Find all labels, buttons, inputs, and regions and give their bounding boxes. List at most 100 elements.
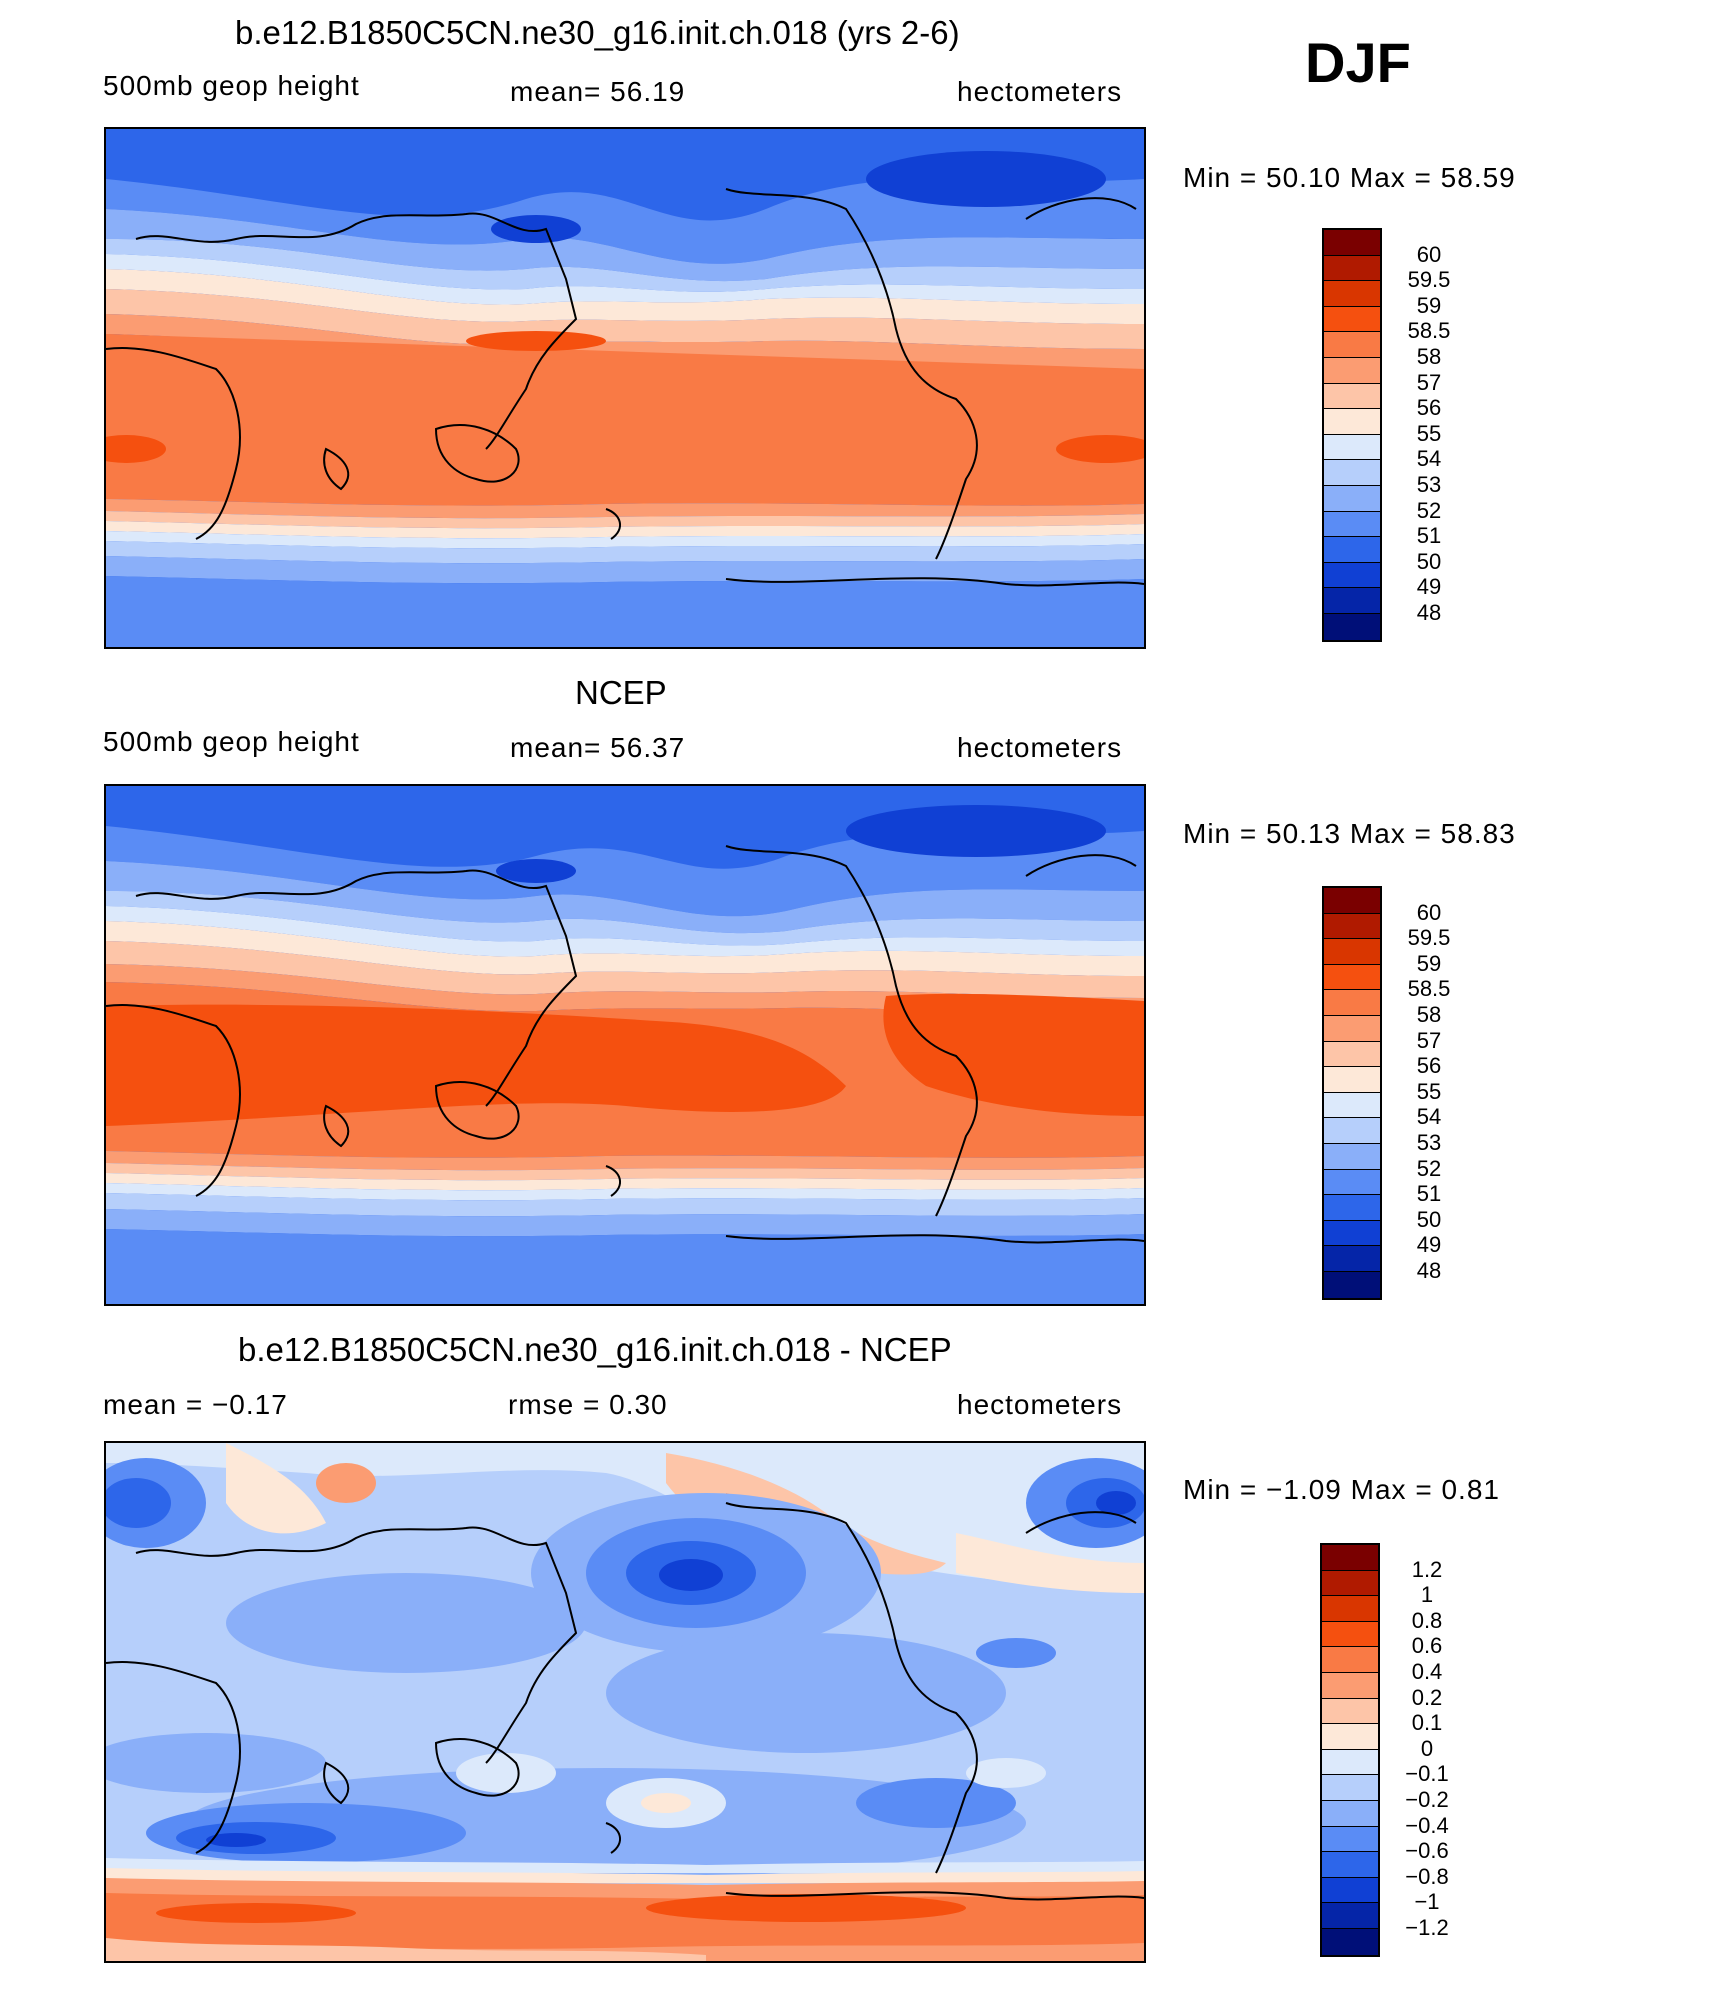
colorbar-swatch: [1322, 1570, 1378, 1597]
colorbar-tick-label: 58: [1416, 344, 1442, 369]
colorbar-swatch: [1324, 1118, 1380, 1144]
colorbar-swatch: [1324, 460, 1380, 486]
colorbar-tick-label: 0: [1420, 1735, 1434, 1761]
colorbar-tick-label: 50: [1416, 548, 1442, 574]
colorbar-swatch: [1324, 1143, 1380, 1170]
colorbar-swatch: [1324, 281, 1380, 307]
colorbar-tick-label: 1.2: [1411, 1556, 1443, 1582]
colorbar-tick-label: 0.1: [1411, 1710, 1443, 1736]
colorbar-tick-label: −0.6: [1405, 1838, 1449, 1864]
panel-3-min-max: Min = −1.09 Max = 0.81: [1183, 1474, 1500, 1505]
colorbar-tick-label: 59.5: [1407, 267, 1451, 293]
colorbar-swatch: [1322, 1800, 1378, 1827]
colorbar-tick-label: 59.5: [1407, 925, 1451, 951]
colorbar-tick-label: 53: [1416, 1130, 1442, 1155]
colorbar-tick-label: 59: [1416, 950, 1442, 976]
colorbar-tick-label: 56: [1416, 395, 1442, 421]
panel-2-map: [104, 784, 1146, 1306]
panel-1-variable-label: 500mb geop height: [103, 70, 360, 101]
colorbar-tick-label: −0.2: [1405, 1787, 1449, 1812]
colorbar-tick-label: 49: [1416, 1232, 1442, 1258]
colorbar-tick-label: 57: [1416, 369, 1442, 395]
colorbar-swatch: [1324, 888, 1380, 914]
colorbar-swatch: [1322, 1903, 1378, 1929]
colorbar-tick-label: 0.6: [1411, 1633, 1443, 1659]
colorbar-swatch: [1322, 1545, 1378, 1571]
colorbar-swatch: [1324, 485, 1380, 512]
colorbar-swatch: [1324, 1067, 1380, 1093]
colorbar-tick-label: 0.2: [1411, 1684, 1443, 1710]
colorbar-tick-label: −0.1: [1405, 1761, 1449, 1787]
colorbar-tick-label: 52: [1416, 1155, 1442, 1181]
colorbar-tick-label: 60: [1416, 241, 1442, 267]
colorbar-swatch: [1322, 1724, 1378, 1750]
colorbar-swatch: [1322, 1647, 1378, 1673]
panel-2-units-label: hectometers: [957, 732, 1123, 763]
panel-3-rmse-label: rmse = 0.30: [508, 1389, 668, 1420]
colorbar-tick-label: 54: [1416, 1104, 1442, 1130]
colorbar-tick-label: −1.2: [1405, 1915, 1449, 1940]
colorbar-swatch: [1322, 1698, 1378, 1725]
colorbar-tick-label: 0.4: [1411, 1659, 1443, 1684]
colorbar-tick-label: 58: [1416, 1002, 1442, 1027]
colorbar-swatch: [1324, 1220, 1380, 1247]
colorbar-swatch: [1324, 306, 1380, 333]
colorbar-swatch: [1324, 613, 1380, 640]
colorbar-tick-label: 58.5: [1407, 976, 1451, 1002]
panel-2-colorbar: [1322, 886, 1382, 1300]
season-label: DJF: [1305, 31, 1411, 94]
colorbar-swatch: [1324, 332, 1380, 358]
panel-3-title: b.e12.B1850C5CN.ne30_g16.init.ch.018 - N…: [238, 1331, 952, 1368]
colorbar-tick-label: −0.4: [1405, 1812, 1449, 1838]
panel-3-units-label: hectometers: [957, 1389, 1123, 1420]
panel-2-title: NCEP: [575, 674, 667, 711]
colorbar-swatch: [1324, 230, 1380, 256]
colorbar-swatch: [1322, 1928, 1378, 1955]
colorbar-swatch: [1324, 1195, 1380, 1221]
colorbar-swatch: [1322, 1621, 1378, 1648]
panel-2-mean-label: mean= 56.37: [510, 732, 686, 763]
panel-1-title: b.e12.B1850C5CN.ne30_g16.init.ch.018 (yr…: [235, 14, 960, 51]
colorbar-swatch: [1324, 1041, 1380, 1068]
colorbar-swatch: [1324, 434, 1380, 461]
colorbar-swatch: [1324, 1246, 1380, 1272]
colorbar-tick-label: 49: [1416, 574, 1442, 600]
colorbar-tick-label: 59: [1416, 292, 1442, 318]
colorbar-tick-label: −0.8: [1405, 1863, 1449, 1889]
colorbar-swatch: [1324, 913, 1380, 940]
panel-3-mean-label: mean = −0.17: [103, 1389, 288, 1420]
colorbar-tick-label: 56: [1416, 1053, 1442, 1079]
colorbar-tick-label: 57: [1416, 1027, 1442, 1053]
colorbar-swatch: [1324, 383, 1380, 410]
colorbar-swatch: [1324, 562, 1380, 589]
colorbar-tick-label: 0.8: [1411, 1607, 1443, 1633]
colorbar-swatch: [1322, 1826, 1378, 1853]
colorbar-tick-label: −1: [1414, 1889, 1440, 1915]
colorbar-swatch: [1322, 1749, 1378, 1776]
panel-1-units-label: hectometers: [957, 76, 1123, 107]
colorbar-tick-label: 51: [1416, 1181, 1442, 1207]
colorbar-tick-label: 48: [1416, 1258, 1442, 1283]
panel-1-min-max: Min = 50.10 Max = 58.59: [1183, 162, 1516, 193]
colorbar-swatch: [1324, 1015, 1380, 1042]
panel-2-min-max: Min = 50.13 Max = 58.83: [1183, 818, 1516, 849]
colorbar-tick-label: 60: [1416, 899, 1442, 925]
colorbar-swatch: [1324, 357, 1380, 384]
colorbar-tick-label: 54: [1416, 446, 1442, 472]
colorbar-swatch: [1324, 964, 1380, 991]
colorbar-swatch: [1322, 1672, 1378, 1699]
colorbar-swatch: [1324, 588, 1380, 614]
colorbar-swatch: [1324, 1169, 1380, 1196]
colorbar-tick-label: 51: [1416, 523, 1442, 549]
colorbar-tick-label: 55: [1416, 1078, 1442, 1104]
colorbar-tick-label: 52: [1416, 497, 1442, 523]
colorbar-tick-label: 1: [1420, 1582, 1434, 1608]
colorbar-swatch: [1324, 1092, 1380, 1119]
colorbar-swatch: [1322, 1877, 1378, 1904]
panel-3-colorbar: [1320, 1543, 1380, 1957]
colorbar-swatch: [1324, 939, 1380, 965]
panel-1-colorbar: [1322, 228, 1382, 642]
panel-3-map: [104, 1441, 1146, 1963]
colorbar-swatch: [1324, 511, 1380, 538]
colorbar-swatch: [1324, 255, 1380, 282]
